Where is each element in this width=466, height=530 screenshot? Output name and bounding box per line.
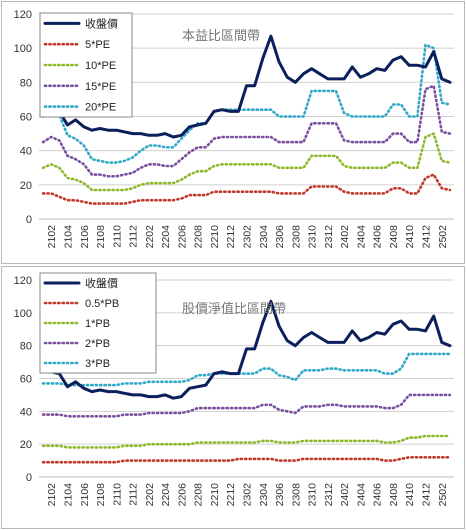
y-tick-label: 60 xyxy=(20,112,32,124)
x-tick-label: 2402 xyxy=(339,225,351,249)
x-tick-label: 2502 xyxy=(437,483,449,507)
y-tick-label: 100 xyxy=(14,43,32,55)
x-tick-label: 2106 xyxy=(79,225,91,249)
x-tick-label: 2312 xyxy=(323,483,335,507)
series-line xyxy=(41,456,452,464)
legend: 收盤價 5*PE 10*PE 15*PE 20*PE xyxy=(39,12,133,118)
x-tick-label: 2206 xyxy=(176,225,188,249)
x-tick-label: 2202 xyxy=(144,483,156,507)
x-tick-label: 2110 xyxy=(111,483,123,506)
x-tick-label: 2102 xyxy=(46,483,58,507)
series-line xyxy=(41,132,452,192)
x-tick-label: 2404 xyxy=(355,483,367,507)
x-tick-label: 2106 xyxy=(79,483,91,507)
series-line xyxy=(41,43,452,164)
pe-band-chart: 0 20 40 60 80 100 120 2102 2104 2106 2108 2110 2112 2… xyxy=(14,9,454,249)
y-tick-label: 0 xyxy=(26,214,32,226)
x-tick-label: 2212 xyxy=(225,483,237,507)
legend-label: 15*PE xyxy=(85,81,116,93)
chart-title: 股價淨值比區間帶 xyxy=(182,301,286,316)
x-tick-label: 2408 xyxy=(388,483,400,507)
x-tick-label: 2412 xyxy=(421,225,433,249)
x-tick-label: 2310 xyxy=(307,225,319,249)
x-tick-label: 2104 xyxy=(62,483,74,507)
x-tick-label: 2108 xyxy=(95,225,107,249)
legend-label: 2*PB xyxy=(85,338,110,350)
legend-label: 3*PB xyxy=(85,358,110,370)
x-tick-label: 2410 xyxy=(404,483,416,507)
x-tick-label: 2108 xyxy=(95,483,107,507)
y-tick-label: 40 xyxy=(20,146,32,158)
legend: 收盤價 0.5*PB 1*PB 2*PB 3*PB xyxy=(39,272,157,374)
pb-band-chart-panel: 0 20 40 60 80 100 120 2102 2104 2106 2108 2110 2112 2… xyxy=(1,266,465,529)
legend-label: 1*PB xyxy=(85,318,110,330)
x-tick-label: 2408 xyxy=(388,225,400,249)
chart-title: 本益比區間帶 xyxy=(182,28,260,43)
legend-label: 5*PE xyxy=(85,39,110,51)
legend-label: 10*PE xyxy=(85,60,116,72)
x-tick-label: 2502 xyxy=(437,225,449,249)
x-tick-label: 2202 xyxy=(144,225,156,249)
y-tick-label: 0 xyxy=(26,472,32,484)
x-tick-label: 2206 xyxy=(176,483,188,507)
x-tick-label: 2406 xyxy=(372,225,384,249)
legend-label: 收盤價 xyxy=(85,16,118,30)
legend-label: 收盤價 xyxy=(85,276,118,290)
x-tick-label: 2208 xyxy=(193,225,205,249)
y-tick-label: 120 xyxy=(14,9,32,21)
x-tick-label: 2212 xyxy=(225,225,237,249)
series-line xyxy=(41,173,452,205)
x-tick-label: 2404 xyxy=(355,225,367,249)
x-tick-label: 2204 xyxy=(160,483,172,507)
y-tick-label: 120 xyxy=(14,275,32,287)
x-tick-label: 2208 xyxy=(193,483,205,507)
y-tick-label: 80 xyxy=(20,77,32,89)
x-tick-label: 2304 xyxy=(258,483,270,507)
pe-band-chart-panel: 0 20 40 60 80 100 120 2102 2104 2106 2108 2110 2112 2… xyxy=(1,1,465,264)
pb-band-chart: 0 20 40 60 80 100 120 2102 2104 2106 2108 2110 2112 2… xyxy=(14,272,454,507)
series-line xyxy=(41,352,452,387)
x-tick-label: 2412 xyxy=(421,483,433,507)
y-tick-label: 100 xyxy=(14,308,32,320)
x-tick-label: 2210 xyxy=(209,483,221,507)
y-tick-label: 20 xyxy=(20,180,32,192)
x-tick-label: 2402 xyxy=(339,483,351,507)
x-tick-label: 2112 xyxy=(128,483,140,506)
y-tick-label: 80 xyxy=(20,341,32,353)
x-tick-label: 2306 xyxy=(274,483,286,507)
x-tick-label: 2204 xyxy=(160,225,172,249)
series-line xyxy=(41,299,452,400)
y-tick-label: 20 xyxy=(20,439,32,451)
y-tick-label: 40 xyxy=(20,406,32,418)
x-tick-label: 2210 xyxy=(209,225,221,249)
y-tick-label: 60 xyxy=(20,374,32,386)
x-tick-label: 2112 xyxy=(128,225,140,248)
x-tick-label: 2104 xyxy=(62,225,74,249)
legend-label: 0.5*PB xyxy=(85,298,119,310)
x-tick-label: 2308 xyxy=(290,225,302,249)
x-tick-label: 2102 xyxy=(46,225,58,249)
series-line xyxy=(41,393,452,418)
legend-label: 20*PE xyxy=(85,102,116,114)
x-tick-label: 2302 xyxy=(242,225,254,249)
x-tick-label: 2406 xyxy=(372,483,384,507)
x-tick-label: 2110 xyxy=(111,225,123,248)
x-tick-label: 2312 xyxy=(323,225,335,249)
x-tick-label: 2302 xyxy=(242,483,254,507)
x-tick-label: 2306 xyxy=(274,225,286,249)
series-line xyxy=(41,434,452,449)
series-line xyxy=(41,84,452,178)
x-tick-label: 2304 xyxy=(258,225,270,249)
series-line xyxy=(41,34,452,139)
x-tick-label: 2310 xyxy=(307,483,319,507)
x-tick-label: 2308 xyxy=(290,483,302,507)
x-tick-label: 2410 xyxy=(404,225,416,249)
